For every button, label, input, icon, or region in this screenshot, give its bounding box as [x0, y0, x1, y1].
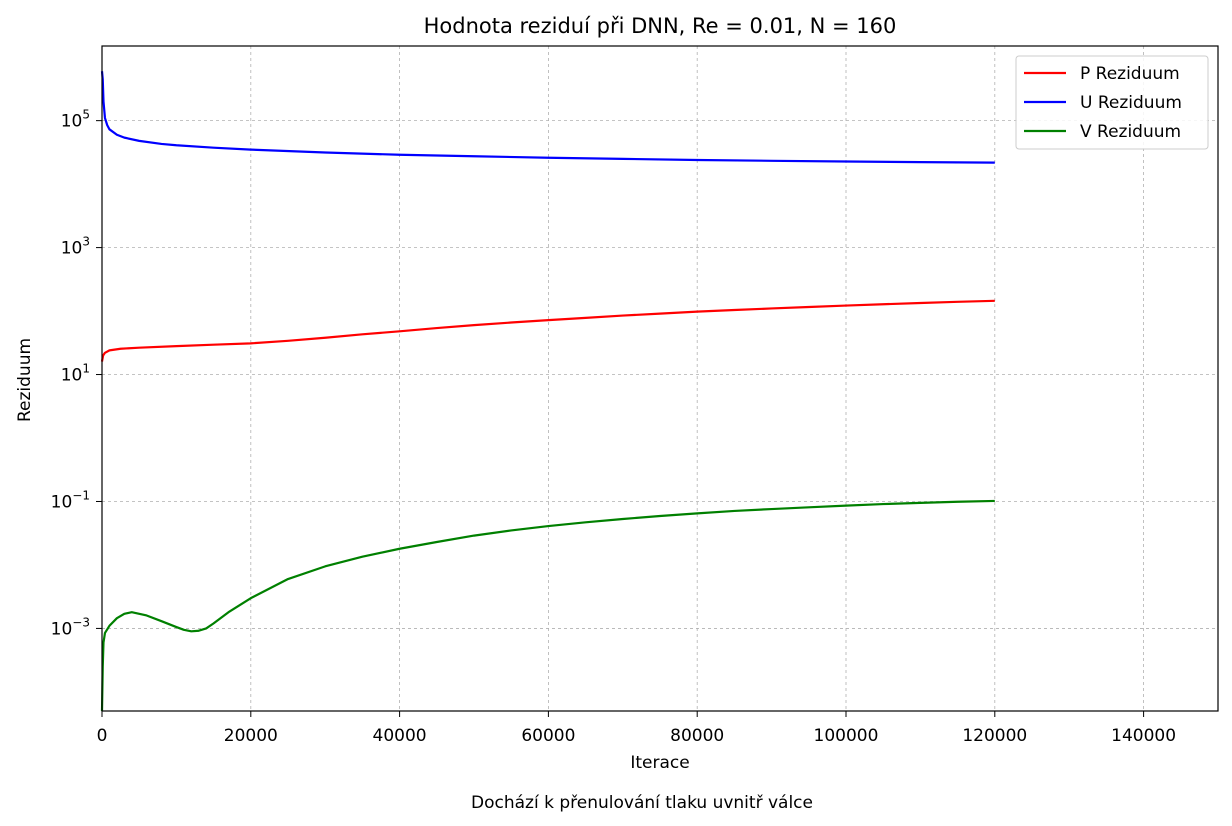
x-tick-label: 40000 [373, 726, 427, 746]
y-ticks: 10−3 10−1 101 103 105 [51, 108, 102, 639]
x-tick-label: 20000 [224, 726, 278, 746]
series-line-3 [100, 499, 995, 712]
x-tick-label: 60000 [521, 726, 575, 746]
plot-frame [101, 45, 1219, 712]
x-tick-label: 140000 [1111, 726, 1176, 746]
y-tick-label: 101 [61, 362, 90, 386]
legend-label: V Reziduum [1080, 122, 1181, 142]
chart-caption: Dochází k přenulování tlaku uvnitř válce [471, 793, 813, 813]
chart-title: Hodnota reziduí při DNN, Re = 0.01, N = … [424, 14, 897, 38]
legend-label: P Reziduum [1080, 64, 1180, 84]
legend-box [1015, 55, 1209, 150]
series-line-1 [100, 299, 995, 362]
x-tick-label: 0 [97, 726, 108, 746]
legend-label: U Reziduum [1080, 93, 1182, 113]
series-line-2 [100, 71, 995, 164]
legend: P Reziduum U Reziduum V Reziduum [1015, 55, 1209, 150]
x-tick-label: 80000 [670, 726, 724, 746]
y-tick-label: 103 [61, 235, 90, 259]
y-tick-label: 105 [61, 108, 90, 132]
y-axis-label: Reziduum [15, 338, 35, 422]
x-ticks: 0 20000 40000 60000 80000 100000 120000 140000 [97, 711, 1176, 746]
series-lines [100, 71, 995, 712]
y-tick-label: 10−3 [51, 615, 90, 639]
x-tick-label: 100000 [814, 726, 879, 746]
x-axis-label: Iterace [630, 753, 689, 773]
x-tick-label: 120000 [962, 726, 1027, 746]
y-tick-label: 10−1 [51, 488, 90, 512]
